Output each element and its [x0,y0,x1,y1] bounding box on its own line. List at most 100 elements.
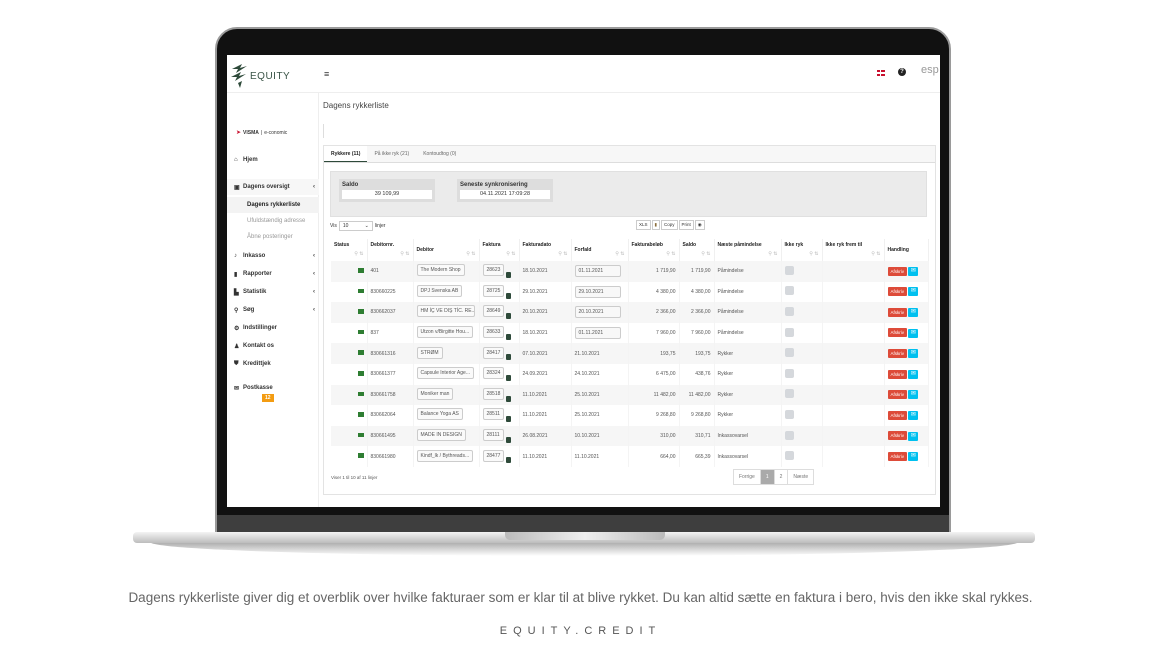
ikke-ryk-checkbox[interactable] [784,327,794,337]
debitor-button[interactable]: MADE IN DESIGN [416,429,466,442]
sidebar-item-9[interactable]: ⚲ Søg ‹ [227,302,319,318]
column-header[interactable]: Debitornr. ⚲ ⇅ [367,239,414,261]
search-sort-icon[interactable]: ⚲ ⇅ [768,251,778,257]
document-icon[interactable] [505,436,511,443]
document-icon[interactable] [506,395,512,402]
search-sort-icon[interactable]: ⚲ ⇅ [701,251,711,257]
danish-flag-icon[interactable] [877,70,885,76]
column-header[interactable]: Saldo ⚲ ⇅ [679,239,715,261]
sidebar-item-4[interactable]: Ufuldstændig adresse [227,213,319,229]
search-sort-icon[interactable]: ⚲ ⇅ [354,251,364,257]
page-button[interactable]: 1 [760,470,775,484]
debitor-button[interactable]: Moniker man [416,387,454,400]
search-sort-icon[interactable]: ⚲ ⇅ [615,251,625,257]
faktura-button[interactable]: 28633 [482,326,505,339]
sidebar-item-13[interactable]: ✉ Postkasse 12 [227,380,319,402]
search-sort-icon[interactable]: ⚲ ⇅ [506,251,516,257]
send-mail-button[interactable]: ✉ [908,287,919,297]
afskriv-button[interactable]: Afskriv [887,307,907,317]
search-sort-icon[interactable]: ⚲ ⇅ [466,251,476,257]
ikke-ryk-checkbox[interactable] [784,430,794,440]
ikke-ryk-checkbox[interactable] [784,286,794,296]
tab-3[interactable]: Kontoudtog (0) [423,151,457,157]
column-header[interactable]: Ikke ryk frem til ⚲ ⇅ [822,239,885,261]
forfald-input[interactable]: 01.11.2021 [574,327,621,340]
debitor-button[interactable]: HM İÇ VE DIŞ TİC. RE... [416,305,475,318]
xls-button[interactable]: XLS [636,220,651,230]
column-header[interactable]: Næste påmindelse ⚲ ⇅ [714,239,782,261]
send-mail-button[interactable]: ✉ [908,411,919,421]
forfald-input[interactable]: 01.11.2021 [574,265,621,278]
document-icon[interactable] [506,292,512,299]
column-header[interactable]: Ikke ryk ⚲ ⇅ [781,239,823,261]
send-mail-button[interactable]: ✉ [908,431,919,441]
sidebar-item-8[interactable]: ▙ Statistik ‹ [227,284,319,300]
copy-button[interactable]: Copy [661,220,678,230]
send-mail-button[interactable]: ✉ [908,452,919,462]
pdf-button[interactable]: ▮ [651,220,660,230]
send-mail-button[interactable]: ✉ [908,328,919,338]
document-icon[interactable] [506,374,512,381]
forfald-input[interactable]: 29.10.2021 [574,285,621,298]
afskriv-button[interactable]: Afskriv [887,328,907,338]
length-select[interactable]: 10 ⌄ [338,221,373,231]
sidebar-item-6[interactable]: ♪ Inkasso ‹ [227,248,319,264]
sidebar-item-11[interactable]: ♟ Kontakt os [227,338,319,354]
search-sort-icon[interactable]: ⚲ ⇅ [666,251,676,257]
document-icon[interactable] [506,457,512,464]
document-icon[interactable] [506,271,512,278]
search-sort-icon[interactable]: ⚲ ⇅ [871,251,881,257]
afskriv-button[interactable]: Afskriv [887,287,907,297]
column-header[interactable]: Forfald ⚲ ⇅ [571,239,629,261]
ikke-ryk-checkbox[interactable] [784,409,794,419]
ikke-ryk-checkbox[interactable] [784,306,794,316]
sidebar-item-1[interactable]: ⌂ Hjem [227,152,319,168]
document-icon[interactable] [506,354,512,361]
debitor-button[interactable]: Capsule Interior Age... [416,367,474,380]
tab-2[interactable]: På ikke ryk (21) [374,151,410,157]
send-mail-button[interactable]: ✉ [908,266,919,276]
ikke-ryk-checkbox[interactable] [784,265,794,275]
afskriv-button[interactable]: Afskriv [887,349,907,359]
ikke-ryk-checkbox[interactable] [784,451,794,461]
next-page-button[interactable]: Næste [793,474,809,480]
debitor-button[interactable]: Utzon v/Birgitte Hou... [416,326,474,339]
document-icon[interactable] [506,416,512,423]
faktura-button[interactable]: 28725 [482,284,505,297]
afskriv-button[interactable]: Afskriv [887,410,907,420]
send-mail-button[interactable]: ✉ [908,308,919,318]
tab-1[interactable]: Rykkere (11) [324,146,368,162]
column-header[interactable]: Status ⚲ ⇅ [331,239,368,261]
afskriv-button[interactable]: Afskriv [887,390,907,400]
faktura-button[interactable]: 28623 [482,264,505,277]
send-mail-button[interactable]: ✉ [908,390,919,400]
faktura-button[interactable]: 28649 [482,305,505,318]
column-header[interactable]: Faktura ⚲ ⇅ [479,239,520,261]
afskriv-button[interactable]: Afskriv [887,431,907,441]
search-sort-icon[interactable]: ⚲ ⇅ [809,251,819,257]
send-mail-button[interactable]: ✉ [908,349,919,359]
ikke-ryk-checkbox[interactable] [784,389,794,399]
debitor-button[interactable]: The Modern Shop [416,264,465,277]
afskriv-button[interactable]: Afskriv [887,452,907,462]
document-icon[interactable] [506,333,512,340]
print-button[interactable]: Print [678,220,694,230]
faktura-button[interactable]: 28111 [482,429,504,442]
debitor-button[interactable]: STRØM [416,346,443,359]
document-icon[interactable] [506,313,512,320]
faktura-button[interactable]: 28477 [482,449,505,462]
forfald-input[interactable]: 20.10.2021 [574,306,621,319]
eye-icon[interactable]: ◉ [694,220,705,230]
ikke-ryk-checkbox[interactable] [784,368,794,378]
column-header[interactable]: Handling [884,239,929,261]
column-header[interactable]: Debitor ⚲ ⇅ [413,239,480,261]
column-header[interactable]: Fakturadato ⚲ ⇅ [519,239,572,261]
sidebar-item-5[interactable]: Åbne posteringer [227,229,319,245]
prev-page-button[interactable]: Forrige [734,470,761,484]
faktura-button[interactable]: 28324 [482,367,505,380]
search-sort-icon[interactable]: ⚲ ⇅ [400,251,410,257]
faktura-button[interactable]: 28511 [482,408,505,421]
faktura-button[interactable]: 28417 [482,346,505,359]
debitor-button[interactable]: Balance Yoga AS [416,408,463,421]
hamburger-icon[interactable]: ≡ [324,69,330,79]
